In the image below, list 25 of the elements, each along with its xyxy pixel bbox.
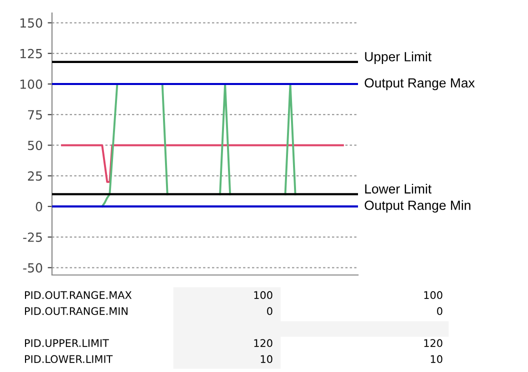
y-tick-label: -25 [23, 232, 42, 242]
text: 10 [430, 355, 442, 364]
text: 120 [424, 339, 442, 348]
text: PID.OUT.RANGE.MAX [25, 291, 132, 300]
y-tick-label: 25 [28, 171, 42, 181]
text: PID.LOWER.LIMIT [25, 355, 113, 364]
y-tick-label: 0 [36, 202, 42, 212]
series-label: Output Range Min [364, 200, 470, 213]
series-label: Upper Limit [365, 52, 432, 64]
text: 100 [254, 291, 272, 300]
y-tick-label: 100 [20, 79, 42, 89]
series-label: Output Range Max [364, 78, 475, 90]
text: PID.OUT.RANGE.MIN [25, 307, 128, 316]
y-tick-label: 75 [28, 110, 42, 120]
text: 100 [424, 291, 442, 300]
y-tick-label: -50 [23, 263, 42, 273]
text: 10 [260, 355, 272, 364]
y-tick-label: 150 [20, 18, 42, 28]
y-tick-label: 125 [20, 48, 42, 58]
text: 0 [267, 307, 272, 316]
text: 0 [437, 307, 442, 316]
series-label: Lower Limit [365, 184, 432, 194]
text: PID.UPPER.LIMIT [25, 339, 109, 348]
y-tick-label: 50 [28, 140, 42, 150]
text: 120 [254, 339, 272, 348]
